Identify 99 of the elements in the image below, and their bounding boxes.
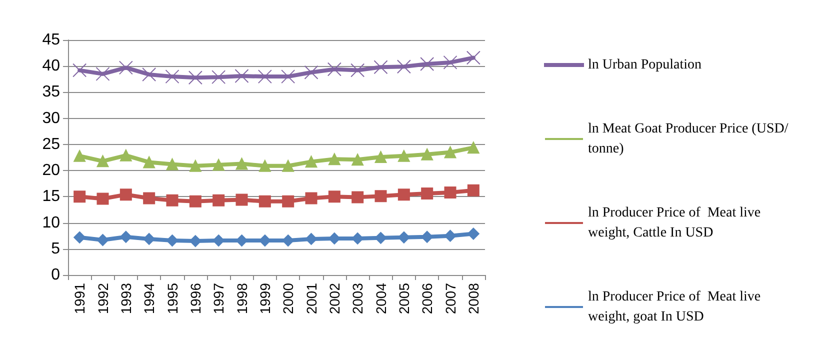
point	[212, 158, 225, 171]
point	[374, 60, 388, 74]
x-tick-label: 1999	[256, 282, 273, 314]
x-tick-label: 2008	[465, 282, 482, 314]
x-tick-label: 1994	[141, 282, 158, 314]
point	[305, 232, 318, 245]
point	[234, 69, 249, 84]
point	[236, 194, 248, 206]
point	[350, 63, 365, 78]
point	[189, 160, 202, 172]
point	[420, 57, 434, 72]
y-tick-label: 35	[42, 84, 60, 101]
point	[282, 195, 294, 208]
x-tick-label: 1997	[210, 282, 227, 314]
x-tick-label: 1998	[234, 282, 250, 314]
point	[443, 55, 458, 70]
point	[236, 158, 248, 170]
legend-label: ln Urban Population	[588, 58, 702, 72]
y-tick-label: 40	[42, 58, 60, 75]
point	[74, 190, 86, 203]
point	[398, 188, 410, 201]
x-tick-label: 1996	[187, 282, 204, 314]
point	[444, 230, 456, 242]
point	[327, 62, 342, 76]
point	[398, 150, 410, 162]
y-tick-label: 15	[42, 188, 60, 206]
point	[467, 228, 480, 240]
point	[421, 230, 434, 243]
point	[166, 158, 178, 170]
x-tick-label: 1995	[164, 282, 180, 314]
point	[143, 192, 156, 204]
y-tick-label: 30	[42, 110, 60, 127]
point	[467, 184, 480, 196]
x-tick-label: 2004	[372, 282, 389, 314]
point	[258, 70, 272, 84]
point	[188, 70, 202, 85]
point	[304, 65, 318, 80]
x-tick-label: 2006	[419, 282, 436, 314]
point	[466, 50, 480, 65]
x-tick-label: 2003	[350, 282, 366, 314]
x-tick-label: 2002	[326, 282, 342, 314]
point	[444, 186, 456, 198]
point	[282, 160, 294, 172]
point	[120, 230, 132, 243]
x-tick-label: 1992	[94, 282, 111, 314]
point	[72, 63, 87, 78]
point	[305, 156, 318, 168]
point	[96, 66, 110, 81]
point	[352, 154, 364, 166]
point	[282, 234, 294, 247]
point	[258, 195, 271, 208]
y-tick-label: 45	[42, 32, 60, 48]
y-tick-label: 25	[42, 136, 60, 153]
point	[258, 160, 271, 172]
point	[328, 153, 340, 166]
point	[189, 235, 202, 248]
x-tick-label: 2007	[442, 282, 458, 314]
legend-label: ln Producer Price of Meat live weight, Cattle In USD	[588, 206, 764, 240]
y-tick-label: 20	[42, 162, 60, 180]
x-tick-label: 2001	[303, 282, 320, 314]
legend-label: ln Meat Goat Producer Price (USD/tonne)	[588, 122, 788, 156]
point	[166, 234, 178, 247]
point	[118, 60, 133, 75]
point	[212, 194, 225, 206]
legend-label: ln Producer Price of Meat live weight, goat In USD	[588, 290, 764, 324]
point	[352, 232, 364, 244]
point	[166, 194, 178, 206]
point	[421, 148, 434, 160]
point	[305, 192, 318, 204]
x-tick-label: 2005	[396, 282, 412, 314]
x-tick-label: 1993	[118, 282, 134, 314]
point	[281, 70, 296, 84]
point	[328, 232, 340, 244]
point	[96, 155, 109, 168]
point	[352, 191, 364, 204]
point	[212, 70, 226, 84]
point	[96, 234, 109, 246]
y-tick-label: 5	[51, 240, 60, 258]
point	[96, 192, 109, 205]
x-tick-label: 1991	[72, 282, 88, 314]
point	[189, 195, 202, 208]
point	[143, 232, 156, 245]
point	[142, 67, 156, 82]
point	[374, 150, 387, 163]
point	[421, 188, 434, 200]
point	[120, 188, 132, 201]
point	[396, 60, 411, 74]
y-tick-label: 0	[51, 266, 60, 284]
point	[74, 231, 86, 244]
point	[165, 70, 180, 84]
x-tick-label: 2000	[280, 282, 296, 314]
point	[143, 156, 156, 168]
point	[374, 190, 387, 202]
point	[74, 150, 86, 162]
y-tick-label: 10	[42, 214, 60, 232]
point	[328, 190, 340, 203]
point	[444, 146, 456, 158]
point	[120, 149, 132, 162]
point	[467, 142, 480, 154]
